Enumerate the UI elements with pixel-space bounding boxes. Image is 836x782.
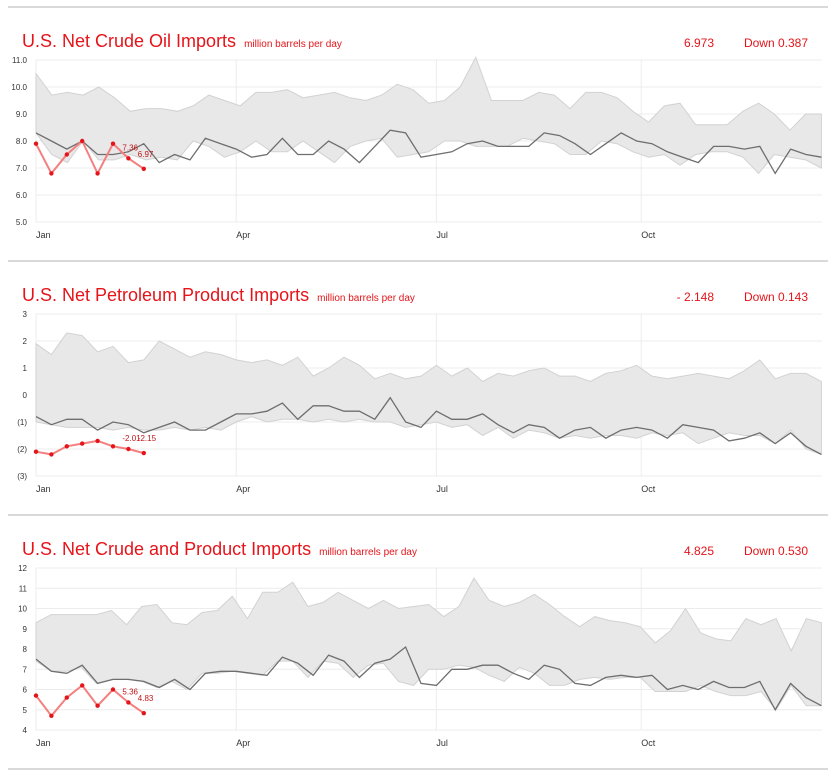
current-year-point: [95, 171, 100, 176]
y-tick-label: 1: [23, 364, 28, 373]
x-tick-label: Jul: [436, 484, 448, 494]
x-tick-label: Jul: [436, 738, 448, 748]
current-year-point: [141, 450, 146, 456]
x-tick-label: Apr: [236, 230, 250, 240]
current-year-point: [95, 438, 100, 444]
y-tick-label: 8: [23, 645, 28, 654]
divider: [8, 514, 828, 516]
y-tick-label: 10.0: [11, 83, 27, 92]
data-label: 6.97: [138, 150, 154, 159]
current-year-point: [126, 446, 131, 452]
crude-oil-chart: 5.0 6.0 7.0 8.0 9.0 10.0 11.0 Jan Apr Jul Oct 7.366…: [11, 56, 822, 240]
current-year-point: [110, 444, 116, 449]
chart-title: U.S. Net Crude and Product Imports millio…: [22, 539, 417, 559]
x-tick-label: Apr: [236, 484, 250, 494]
x-tick-label: Jul: [436, 230, 448, 240]
crude-and-product-chart: 4 5 6 7 8 9 10 11 12 Jan Apr Jul Oct 5.364.83: [18, 564, 822, 748]
y-tick-label: 0: [23, 391, 28, 400]
x-tick-label: Jan: [36, 484, 51, 494]
y-tick-label: (3): [17, 472, 27, 481]
current-year-point: [126, 156, 131, 161]
current-year-point: [80, 441, 85, 446]
x-tick-label: Oct: [641, 484, 656, 494]
y-tick-label: 5.0: [16, 218, 28, 227]
current-year-point: [141, 166, 146, 172]
current-year-point: [49, 452, 54, 457]
average-line: [35, 129, 822, 175]
y-tick-label: 7.0: [16, 164, 28, 173]
current-year-point: [49, 171, 54, 176]
current-year-point: [33, 141, 39, 146]
current-year-point: [64, 444, 70, 449]
y-tick-label: 11.0: [12, 56, 28, 65]
current-year-point: [80, 683, 85, 688]
x-tick-label: Jan: [36, 230, 51, 240]
current-year-point: [110, 687, 116, 692]
latest-value: - 2.148: [676, 290, 714, 304]
y-tick-label: 4: [23, 726, 28, 735]
range-band: [35, 56, 822, 175]
y-tick-label: 3: [23, 310, 28, 319]
current-year-point: [110, 141, 116, 146]
current-year-point: [126, 700, 131, 705]
average-line: [35, 396, 822, 455]
current-year-line: [35, 683, 145, 718]
latest-value: 6.973: [683, 36, 714, 50]
unit-label: million barrels per day: [317, 293, 415, 304]
y-tick-label: 6.0: [16, 191, 28, 200]
y-tick-label: 6: [23, 686, 28, 695]
data-label: -2.01: [122, 434, 141, 443]
latest-value: 4.825: [683, 544, 714, 558]
change-text: Down 0.143: [743, 290, 808, 304]
data-label: 5.36: [122, 687, 138, 696]
change-text: Down 0.530: [743, 544, 808, 558]
x-tick-label: Oct: [641, 230, 656, 240]
data-label: -2.15: [138, 434, 157, 443]
x-tick-label: Jan: [36, 738, 51, 748]
data-label: 4.83: [138, 694, 154, 703]
current-year-point: [49, 713, 54, 719]
y-tick-label: 2: [23, 337, 28, 346]
current-year-point: [64, 152, 70, 157]
chart-title: U.S. Net Petroleum Product Imports millio…: [22, 285, 415, 305]
change-text: Down 0.387: [743, 36, 808, 50]
current-year-line: [35, 139, 145, 176]
current-year-point: [64, 695, 70, 700]
y-tick-label: (2): [17, 445, 27, 454]
unit-label: million barrels per day: [244, 39, 342, 50]
current-year-point: [33, 449, 39, 454]
unit-label: million barrels per day: [319, 547, 417, 558]
y-tick-label: 9.0: [16, 110, 28, 119]
y-tick-label: 12: [18, 564, 27, 573]
current-year-point: [95, 703, 100, 708]
divider: [8, 260, 828, 262]
average-line: [35, 645, 822, 712]
y-tick-label: 10: [18, 605, 27, 614]
divider: [8, 768, 828, 770]
y-tick-label: 8.0: [16, 137, 28, 146]
petroleum-product-chart: (3) (2) (1) 0 1 2 3 Jan Apr Jul Oct -2.01-2.15: [17, 310, 822, 494]
range-band: [35, 577, 822, 711]
data-label: 7.36: [122, 143, 138, 152]
divider: [8, 6, 828, 8]
x-tick-label: Oct: [641, 738, 656, 748]
current-year-line: [35, 439, 145, 456]
x-tick-label: Apr: [236, 738, 250, 748]
y-tick-label: 11: [19, 584, 28, 593]
current-year-point: [141, 710, 146, 716]
y-tick-label: 9: [23, 625, 28, 634]
y-tick-label: 7: [23, 665, 28, 674]
current-year-point: [80, 138, 85, 144]
y-tick-label: 5: [23, 706, 28, 715]
chart-title: U.S. Net Crude Oil Imports million barrel…: [22, 31, 342, 51]
y-tick-label: (1): [17, 418, 27, 427]
current-year-point: [33, 693, 39, 698]
